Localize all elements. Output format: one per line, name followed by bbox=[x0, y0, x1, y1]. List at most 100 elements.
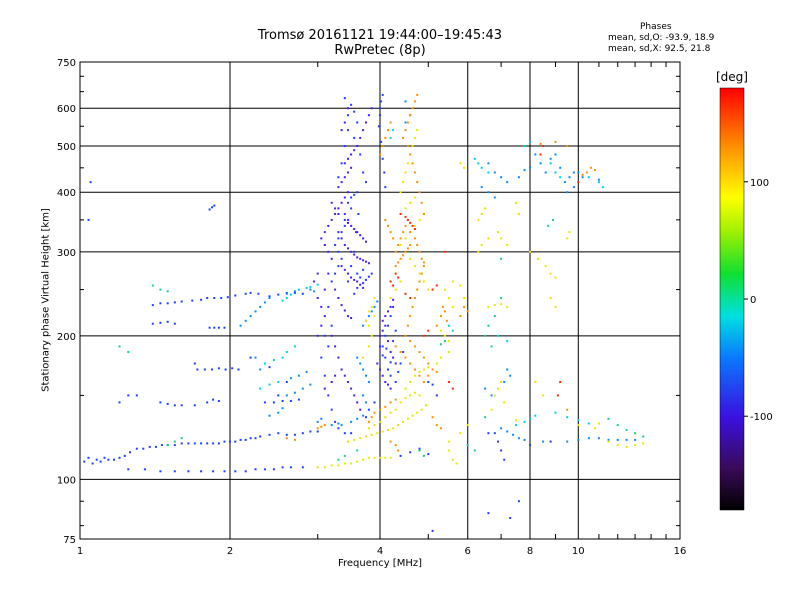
data-point bbox=[568, 176, 571, 179]
data-point bbox=[413, 345, 416, 348]
data-point bbox=[559, 166, 562, 169]
data-point bbox=[362, 286, 365, 289]
data-point bbox=[367, 427, 370, 430]
data-point bbox=[151, 304, 154, 307]
data-point bbox=[350, 166, 353, 169]
data-point bbox=[148, 445, 151, 448]
data-point bbox=[381, 157, 384, 160]
data-point bbox=[301, 466, 304, 469]
data-point bbox=[362, 394, 365, 397]
data-point bbox=[285, 292, 288, 295]
data-point bbox=[381, 319, 384, 322]
data-point bbox=[379, 345, 381, 348]
data-point bbox=[353, 278, 356, 281]
data-point bbox=[259, 305, 262, 308]
data-point bbox=[223, 440, 226, 443]
data-point bbox=[316, 334, 319, 337]
data-point bbox=[503, 401, 506, 404]
data-point bbox=[337, 176, 340, 179]
data-point bbox=[542, 394, 545, 397]
data-point bbox=[212, 442, 215, 445]
data-point bbox=[384, 315, 387, 318]
data-point bbox=[435, 424, 438, 427]
data-point bbox=[506, 430, 509, 433]
data-point bbox=[487, 305, 490, 308]
data-point bbox=[409, 231, 412, 234]
phase-stats-x: mean, sd,X: 92.5, 21.8 bbox=[608, 44, 711, 54]
y-tick-label: 200 bbox=[57, 332, 76, 343]
data-point bbox=[127, 394, 130, 397]
data-point bbox=[506, 340, 509, 343]
data-point bbox=[394, 444, 397, 447]
data-point bbox=[223, 326, 226, 329]
data-point bbox=[409, 257, 412, 260]
data-point bbox=[413, 224, 416, 227]
data-point bbox=[420, 201, 423, 204]
data-point bbox=[359, 257, 362, 260]
data-point bbox=[493, 304, 496, 307]
data-point bbox=[347, 272, 349, 275]
axis-ticks: 1 2 4 6 8 10 16 75 100 200 300 400 500 600 750 bbox=[57, 58, 686, 557]
data-point bbox=[487, 237, 490, 240]
data-point bbox=[281, 466, 284, 469]
data-point bbox=[459, 432, 462, 435]
data-point bbox=[208, 208, 211, 211]
data-point bbox=[490, 408, 493, 411]
data-point bbox=[399, 237, 402, 240]
data-point bbox=[497, 334, 499, 337]
data-point bbox=[404, 237, 407, 240]
data-point bbox=[337, 427, 340, 430]
data-point bbox=[281, 400, 284, 402]
data-point bbox=[451, 458, 454, 461]
data-point bbox=[277, 293, 280, 296]
data-point bbox=[409, 340, 412, 343]
data-point bbox=[589, 166, 592, 169]
data-point bbox=[254, 356, 257, 359]
data-point bbox=[263, 362, 266, 365]
data-point bbox=[359, 362, 362, 365]
data-point bbox=[566, 191, 569, 194]
data-point bbox=[362, 356, 365, 359]
data-point bbox=[268, 366, 271, 369]
data-point bbox=[380, 140, 383, 143]
x-axis-label: Frequency [MHz] bbox=[337, 558, 423, 569]
data-point bbox=[566, 237, 569, 240]
data-point bbox=[418, 272, 421, 275]
data-point bbox=[427, 288, 430, 291]
data-point bbox=[244, 319, 247, 322]
data-point bbox=[187, 442, 190, 445]
data-point bbox=[343, 374, 346, 377]
data-point bbox=[515, 424, 517, 427]
data-point bbox=[377, 125, 380, 128]
data-point bbox=[411, 162, 414, 165]
data-point bbox=[237, 368, 240, 371]
data-point bbox=[330, 324, 333, 327]
data-point bbox=[409, 153, 412, 156]
data-point bbox=[356, 280, 359, 283]
data-point bbox=[289, 400, 292, 402]
x-tick-label: 16 bbox=[674, 546, 687, 557]
data-point bbox=[411, 305, 414, 308]
data-point bbox=[418, 218, 421, 221]
data-point bbox=[572, 186, 575, 189]
data-point bbox=[413, 171, 416, 174]
data-point bbox=[268, 414, 271, 417]
data-point bbox=[487, 162, 490, 165]
data-point bbox=[509, 374, 512, 377]
data-point bbox=[389, 411, 392, 414]
data-point bbox=[404, 224, 407, 227]
data-point bbox=[268, 295, 271, 298]
data-point bbox=[309, 288, 312, 291]
data-point bbox=[542, 145, 545, 147]
data-point bbox=[384, 405, 387, 408]
data-point bbox=[435, 324, 438, 327]
data-point bbox=[381, 93, 384, 96]
data-point bbox=[409, 381, 412, 383]
data-point bbox=[99, 460, 102, 463]
data-point bbox=[365, 181, 367, 184]
data-point bbox=[285, 297, 288, 299]
data-point bbox=[173, 404, 176, 407]
data-point bbox=[439, 329, 442, 332]
data-point bbox=[343, 162, 346, 165]
data-point bbox=[293, 291, 296, 294]
